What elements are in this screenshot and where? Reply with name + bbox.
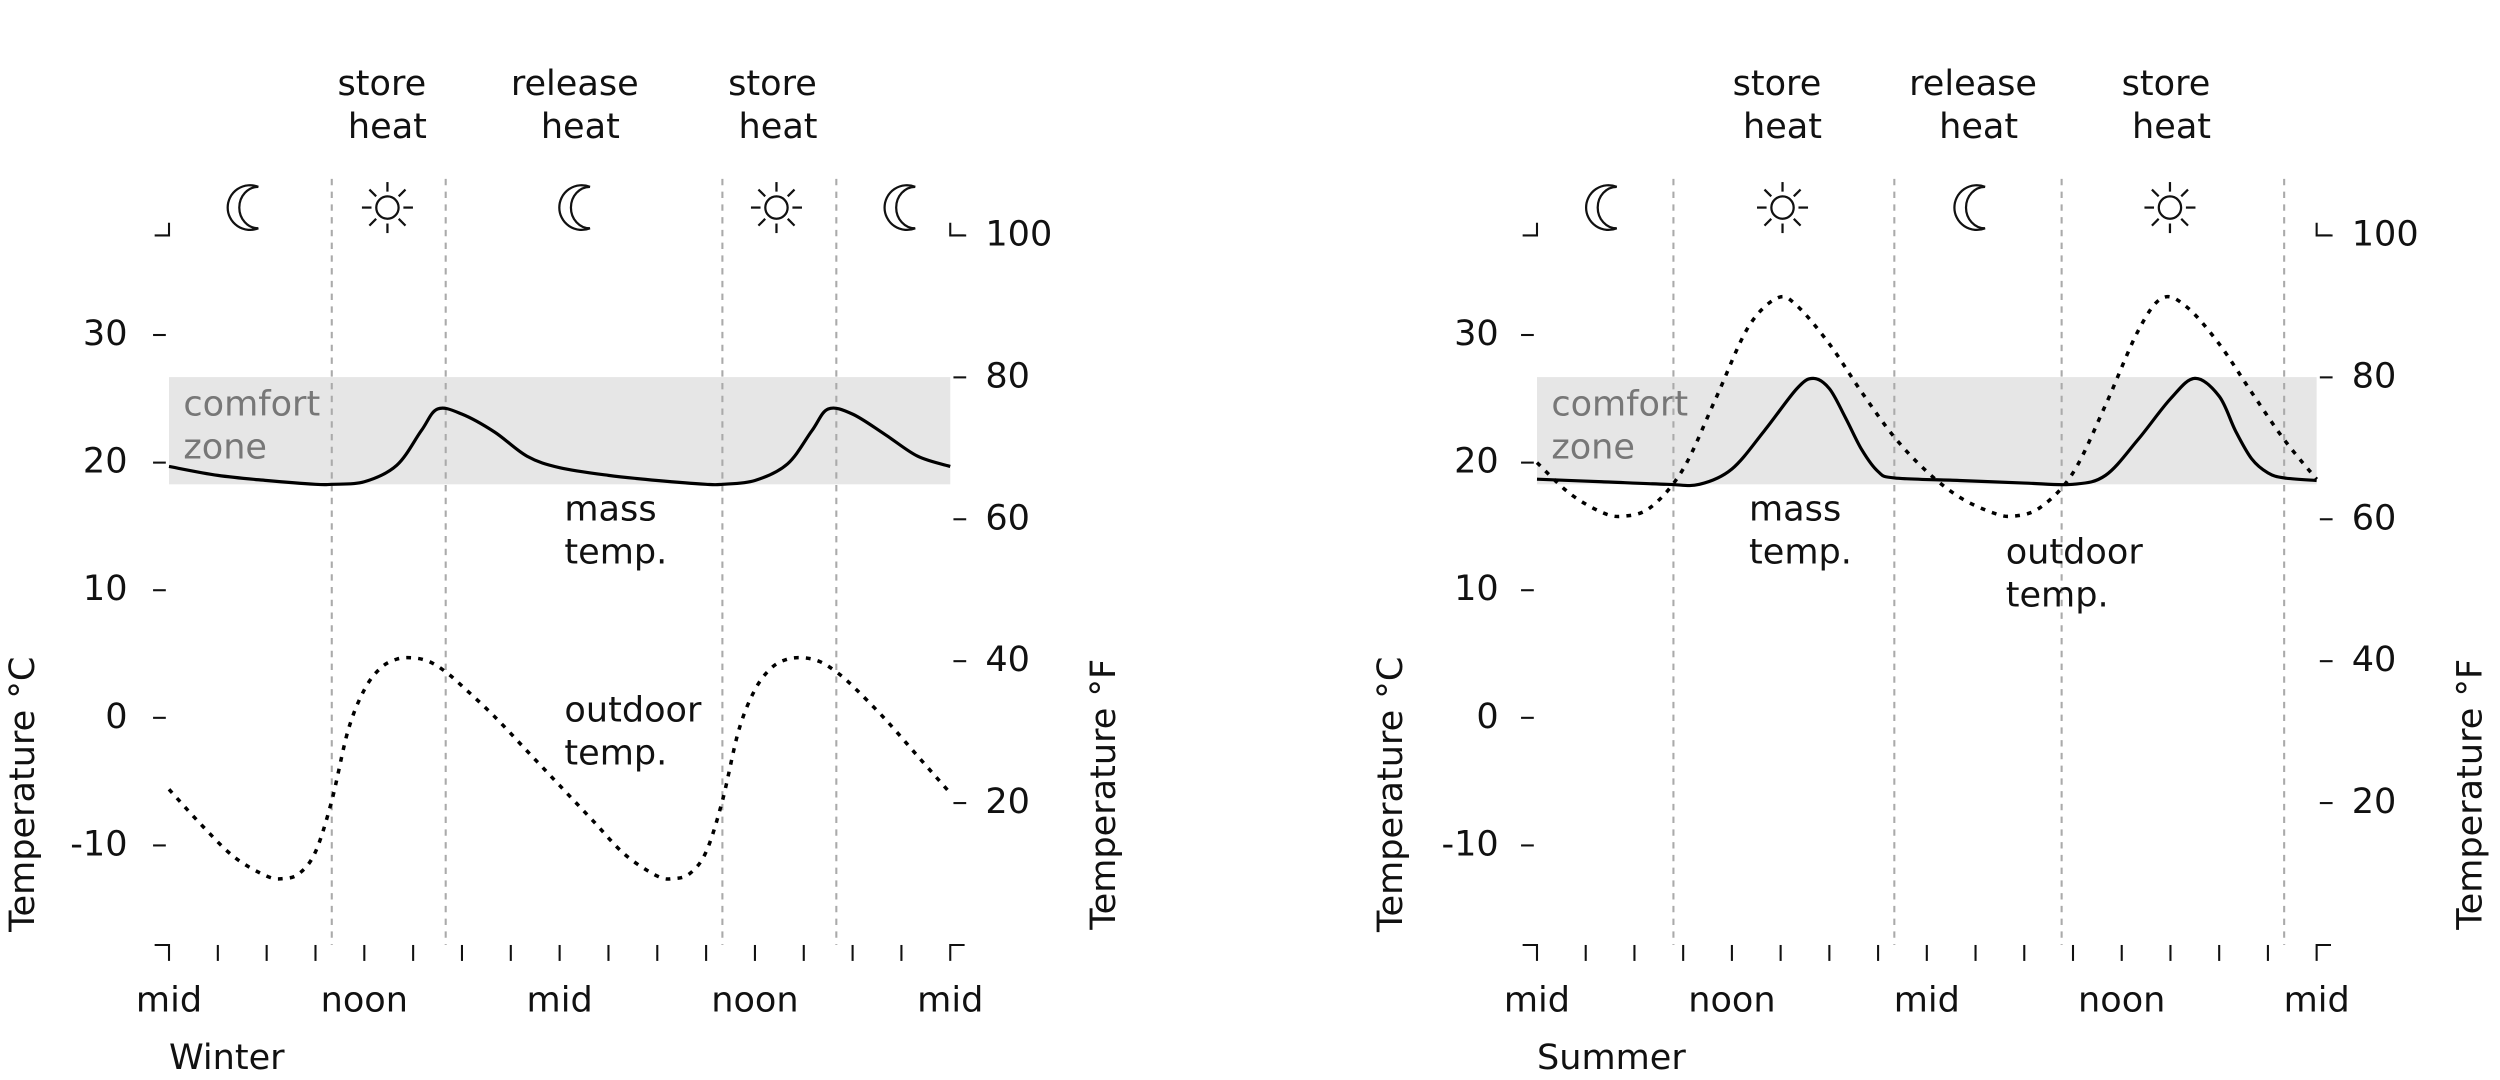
panel-title: Summer: [1537, 1037, 1686, 1078]
phase-label: store heat: [2122, 63, 2222, 147]
series-line: [1536, 376, 2317, 488]
sun-ray: [1763, 218, 1773, 227]
sun-ray: [397, 218, 407, 227]
moon-icon: [226, 184, 259, 231]
y2-tick-label: 20: [985, 781, 1030, 822]
sun-ray: [2180, 188, 2189, 198]
y2-tick-label: 60: [2352, 497, 2397, 538]
axis-corner: [154, 943, 171, 961]
sun-ray: [2180, 218, 2189, 227]
moon-icon: [558, 184, 591, 231]
sun-ray: [757, 218, 766, 227]
x-tick-label: noon: [1688, 980, 1775, 1021]
y-tick-label: 20: [1454, 441, 1499, 482]
comfort-zone-label: comfort zone: [183, 383, 331, 467]
series-label: outdoor temp.: [564, 689, 712, 773]
x-tick-label: mid: [2284, 980, 2350, 1021]
comfort-zone: [1536, 377, 2317, 485]
moon-icon: [883, 184, 916, 231]
y-axis-label: Temperature °C: [1370, 657, 1411, 933]
y2-tick-label: 40: [985, 639, 1030, 680]
y2-tick-label: 80: [985, 355, 1030, 396]
sun-ray: [2151, 218, 2160, 227]
phase-label: store heat: [728, 63, 828, 147]
moon-icon: [1953, 184, 1986, 231]
sun-ray: [368, 188, 377, 198]
y2-axis-label: Temperature °F: [1083, 659, 1124, 931]
sun-ray: [1793, 188, 1802, 198]
sun-ray: [397, 188, 407, 198]
sun-icon: [764, 195, 789, 220]
moon-icon: [1585, 184, 1618, 231]
series-line: [167, 655, 952, 881]
y-tick-label: 0: [105, 696, 127, 737]
phase-label: release heat: [1909, 63, 2048, 147]
y-tick-label: 10: [83, 568, 128, 609]
y-tick-label: 0: [1476, 696, 1498, 737]
axis-corner: [2315, 222, 2331, 237]
y-tick-label: 20: [83, 441, 128, 482]
y-tick-label: 30: [83, 313, 128, 354]
sun-ray: [1763, 188, 1773, 198]
x-tick-label: mid: [527, 980, 593, 1021]
sun-icon: [1770, 195, 1795, 220]
y2-tick-label: 60: [985, 497, 1030, 538]
series-label: mass temp.: [1749, 489, 1852, 573]
sun-icon: [375, 195, 400, 220]
x-tick-label: mid: [1894, 980, 1960, 1021]
panel-title: Winter: [169, 1037, 285, 1078]
y2-tick-label: 20: [2352, 781, 2397, 822]
y-tick-label: 10: [1454, 568, 1499, 609]
sun-ray: [1793, 218, 1802, 227]
y2-tick-label: 100: [2352, 213, 2419, 254]
x-tick-label: mid: [917, 980, 983, 1021]
series-line: [168, 406, 951, 487]
y2-tick-label: 40: [2352, 639, 2397, 680]
y-axis-label: Temperature °C: [2, 657, 43, 933]
sun-ray: [368, 218, 377, 227]
axis-corner: [949, 943, 965, 961]
sun-icon: [2157, 195, 2183, 220]
y-tick-label: -10: [70, 823, 127, 864]
series-label: mass temp.: [564, 489, 667, 573]
y2-tick-label: 80: [2352, 355, 2397, 396]
sun-ray: [786, 218, 796, 227]
axis-corner: [154, 222, 171, 237]
x-tick-label: noon: [2078, 980, 2165, 1021]
sun-ray: [786, 188, 796, 198]
phase-label: store heat: [1733, 63, 1833, 147]
series-label: outdoor temp.: [2006, 532, 2154, 616]
sun-ray: [2151, 188, 2160, 198]
y2-tick-label: 100: [985, 213, 1052, 254]
comfort-zone-label: comfort zone: [1551, 383, 1699, 467]
x-tick-label: mid: [136, 980, 202, 1021]
y2-axis-label: Temperature °F: [2449, 659, 2490, 931]
y-tick-label: 30: [1454, 313, 1499, 354]
x-tick-label: noon: [321, 980, 408, 1021]
axis-corner: [1522, 222, 1539, 237]
x-tick-label: mid: [1504, 980, 1570, 1021]
x-tick-label: noon: [711, 980, 798, 1021]
phase-label: store heat: [338, 63, 438, 147]
sun-ray: [757, 188, 766, 198]
axis-corner: [1522, 943, 1539, 961]
phase-label: release heat: [511, 63, 650, 147]
y-tick-label: -10: [1441, 823, 1498, 864]
axis-corner: [2315, 943, 2331, 961]
series-line: [1535, 294, 2318, 519]
axis-corner: [949, 222, 965, 237]
